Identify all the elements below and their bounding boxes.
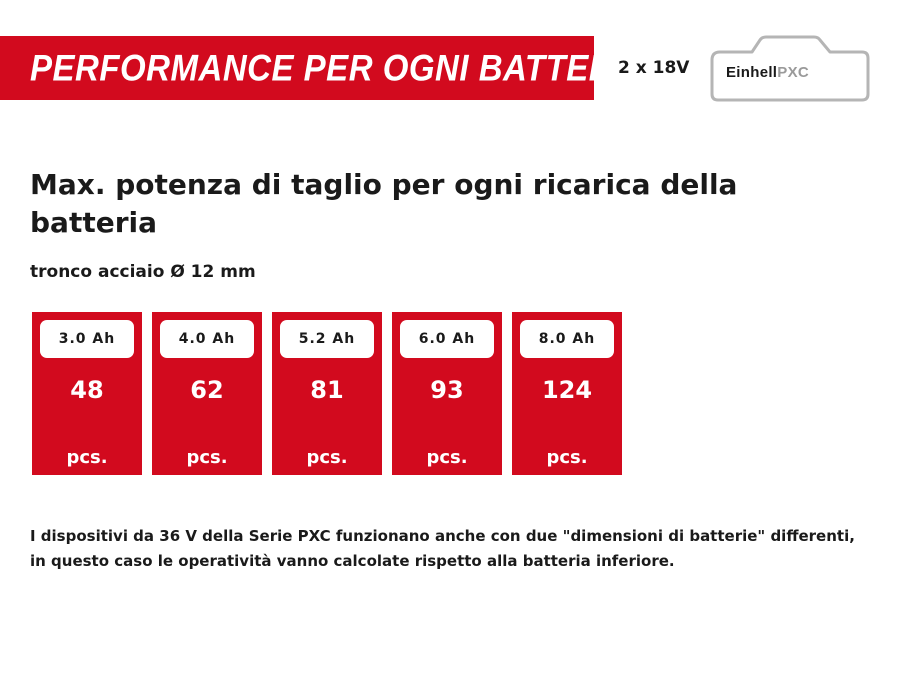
- cut-count-value: 124: [541, 376, 593, 404]
- cut-count-unit: pcs.: [66, 447, 108, 468]
- cut-count-unit: pcs.: [546, 447, 588, 468]
- brand-series: PXC: [777, 64, 810, 81]
- cut-count-unit: pcs.: [426, 447, 468, 468]
- banner-title: PERFORMANCE PER OGNI BATTERIA: [30, 46, 648, 89]
- page-title: Max. potenza di taglio per ogni ricarica…: [30, 168, 738, 239]
- battery-capacity-badge: 5.2 Ah: [280, 320, 374, 358]
- performance-card: 6.0 Ah 93 pcs.: [392, 312, 502, 475]
- cut-count-unit: pcs.: [186, 447, 228, 468]
- battery-brand-logo: EinhellPXC: [726, 64, 809, 81]
- cut-count-value: 81: [310, 376, 344, 404]
- footnote-text: I dispositivi da 36 V della Serie PXC fu…: [30, 527, 855, 570]
- test-material-label: tronco acciaio Ø 12 mm: [30, 262, 256, 282]
- cut-count-value: 62: [190, 376, 224, 404]
- cut-count-value: 48: [70, 376, 104, 404]
- cut-count-value: 93: [430, 376, 464, 404]
- performance-card: 3.0 Ah 48 pcs.: [32, 312, 142, 475]
- battery-capacity-badge: 6.0 Ah: [400, 320, 494, 358]
- battery-capacity-badge: 8.0 Ah: [520, 320, 614, 358]
- performance-card: 5.2 Ah 81 pcs.: [272, 312, 382, 475]
- battery-capacity-badge: 4.0 Ah: [160, 320, 254, 358]
- voltage-label: 2 x 18V: [618, 58, 690, 78]
- performance-card: 4.0 Ah 62 pcs.: [152, 312, 262, 475]
- performance-cards: 3.0 Ah 48 pcs. 4.0 Ah 62 pcs. 5.2 Ah 81 …: [32, 312, 632, 475]
- brand-name: Einhell: [726, 64, 778, 81]
- cut-count-unit: pcs.: [306, 447, 348, 468]
- battery-pack-icon: [710, 35, 870, 102]
- battery-capacity-badge: 3.0 Ah: [40, 320, 134, 358]
- title-banner: PERFORMANCE PER OGNI BATTERIA: [0, 36, 647, 100]
- performance-card: 8.0 Ah 124 pcs.: [512, 312, 622, 475]
